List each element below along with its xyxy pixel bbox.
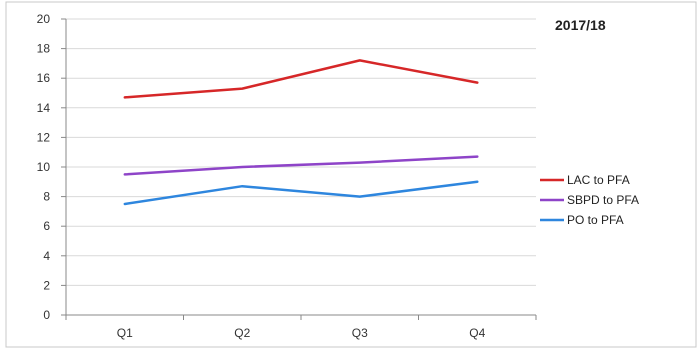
legend-label: LAC to PFA — [567, 173, 630, 187]
legend-label: PO to PFA — [567, 213, 624, 227]
axes — [65, 19, 537, 320]
y-tick-label: 8 — [43, 190, 50, 204]
x-tick-label: Q3 — [352, 326, 368, 340]
x-tick-label: Q4 — [469, 326, 485, 340]
y-tick-label: 14 — [37, 101, 51, 115]
y-tick-label: 6 — [43, 219, 50, 233]
chart-border — [5, 1, 697, 348]
chart-title: 2017/18 — [555, 17, 606, 33]
y-tick-labels: 0 2 4 6 8 10 12 14 16 18 20 — [37, 12, 51, 322]
x-tick-label: Q1 — [117, 326, 133, 340]
y-tick-label: 0 — [43, 308, 50, 322]
legend: LAC to PFA SBPD to PFA PO to PFA — [540, 173, 639, 227]
x-tick-label: Q2 — [234, 326, 250, 340]
y-tick-label: 18 — [37, 42, 51, 56]
y-tick-label: 4 — [43, 249, 50, 263]
x-tick-labels: Q1 Q2 Q3 Q4 — [117, 326, 486, 340]
y-tick-label: 10 — [37, 160, 51, 174]
y-tick-label: 16 — [37, 71, 51, 85]
y-tick-label: 20 — [37, 12, 51, 26]
y-tick-label: 12 — [37, 130, 51, 144]
series-line-1 — [123, 59, 479, 99]
series-line-3 — [123, 180, 479, 206]
legend-label: SBPD to PFA — [567, 193, 639, 207]
series-lines — [123, 59, 479, 206]
y-tick-label: 2 — [43, 278, 50, 292]
series-line-2 — [123, 155, 479, 176]
